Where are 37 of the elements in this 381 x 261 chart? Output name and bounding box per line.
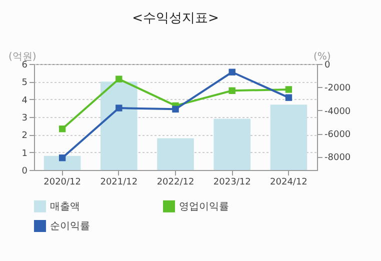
bar: [270, 104, 308, 170]
point: [116, 76, 122, 82]
y2-tick-label: -8000: [324, 153, 351, 164]
legend-label: 매출액: [50, 201, 80, 212]
y-axis-title: (억원): [8, 52, 36, 62]
bar: [157, 138, 194, 170]
legend-label: 영업이익률: [179, 201, 229, 212]
x-tick-label: 2022/12: [156, 178, 194, 188]
point: [58, 126, 66, 132]
y-tick-label: 0: [22, 166, 28, 176]
y2-tick-label: 0: [324, 60, 330, 70]
bar: [214, 118, 250, 170]
point: [58, 154, 66, 162]
point: [172, 106, 179, 113]
y2-tick-label: -2000: [324, 84, 351, 94]
y2-axis-title: (%): [314, 52, 331, 62]
point: [116, 104, 122, 112]
y-tick-label: 5: [22, 78, 28, 88]
bar: [100, 82, 138, 170]
x-tick-label: 2020/12: [44, 178, 81, 188]
point: [285, 94, 292, 101]
x-tick-label: 2023/12: [213, 178, 251, 188]
y-tick-label: 4: [22, 96, 28, 106]
y2-tick-label: -6000: [324, 130, 351, 140]
x-tick-label: 2021/12: [100, 178, 138, 188]
legend-label: 순이익률: [50, 221, 90, 232]
x-tick-label: 2024/12: [270, 178, 308, 188]
point: [228, 87, 236, 94]
chart-title: <수익성지표>: [132, 11, 219, 26]
point: [285, 86, 292, 93]
y-tick-label: 6: [22, 60, 28, 70]
y-tick-label: 2: [22, 131, 28, 142]
bar: [44, 156, 81, 170]
y-tick-label: 1: [22, 148, 28, 159]
point: [228, 68, 236, 76]
y2-tick-label: -4000: [324, 106, 351, 117]
y-tick-label: 3: [22, 114, 28, 124]
